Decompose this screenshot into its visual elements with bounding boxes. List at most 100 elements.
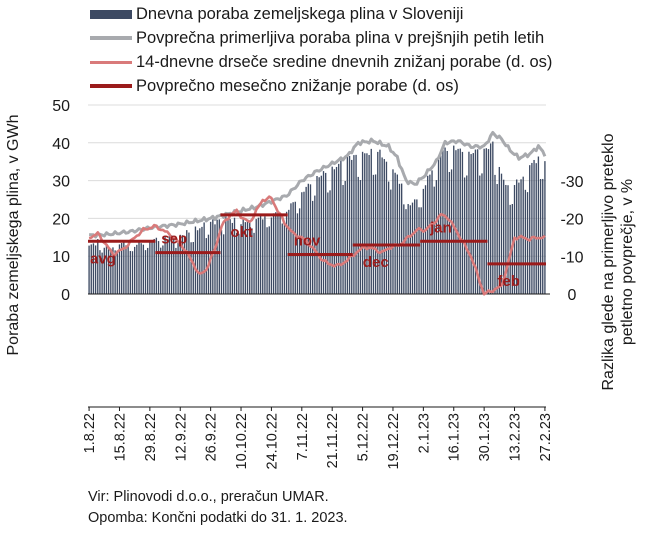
consumption-bar [385,161,388,294]
consumption-bar [466,175,468,294]
consumption-bar [481,173,483,294]
consumption-bar [277,212,279,294]
consumption-bar [131,251,134,294]
legend-label: 14-dnevne drseče sredine dnevnih znižanj… [136,53,553,71]
consumption-bar [222,234,225,294]
consumption-bar [407,204,409,294]
right-axis-title-line1: Razlika glede na primerljivo preteklo [600,133,617,391]
consumption-bar [314,195,316,294]
consumption-bar [168,235,171,294]
consumption-bar [129,250,131,294]
consumption-bar [409,205,412,294]
legend-item-five-year-average: Povprečna primerljiva poraba plina v pre… [90,26,552,50]
legend-item-moving-average: 14-dnevne drseče sredine dnevnih znižanj… [90,50,552,74]
consumption-bar [251,228,253,294]
x-axis-tick-label: 10.10.22 [234,413,250,469]
consumption-bar [472,153,474,294]
consumption-bar [483,148,485,294]
left-axis-tick-label: 50 [52,98,70,115]
consumption-bar [522,176,524,294]
consumption-bar [170,235,173,294]
consumption-bar [398,183,401,294]
consumption-bar [249,220,251,294]
consumption-bar [318,177,320,294]
consumption-bar [218,219,220,294]
consumption-bar [179,234,181,294]
consumption-bar [359,180,362,294]
consumption-bar [140,243,142,294]
consumption-bar [238,233,240,294]
left-axis-tick-label: 0 [61,287,70,304]
consumption-bar [500,173,503,294]
consumption-bar [173,236,175,294]
consumption-bar [320,175,323,294]
consumption-bar [94,245,97,294]
consumption-bar [361,151,364,294]
consumption-bar [544,161,546,294]
x-axis-tick-label: 21.11.22 [325,413,341,468]
consumption-bar [229,219,231,294]
consumption-bar [496,184,498,294]
consumption-bar [479,175,481,294]
left-axis-title-text: Poraba zemeljskega plina, v GWh [5,114,22,356]
consumption-bar [125,245,127,294]
consumption-bar [392,169,394,294]
month-label: jan [429,219,452,236]
legend: Dnevna poraba zemeljskega plina v Sloven… [90,2,552,98]
consumption-bar [92,243,95,294]
month-label: dec [363,254,389,271]
consumption-bar [516,179,518,294]
consumption-bar [503,179,505,294]
consumption-bar [259,214,262,294]
consumption-bar [344,181,346,294]
consumption-bar [127,245,129,294]
consumption-bar [246,221,249,294]
consumption-bar [405,209,407,294]
consumption-bar [183,235,186,294]
consumption-bar [529,165,531,294]
consumption-bar [203,222,205,294]
consumption-bar [244,222,247,294]
x-axis-tick-label: 12.9.22 [173,413,189,461]
consumption-bar [414,199,416,294]
consumption-bar [225,216,227,294]
source-line: Vir: Plinovodi d.o.o., preračun UMAR. [88,489,329,505]
consumption-bar [301,192,303,294]
consumption-bar [138,241,140,294]
consumption-bar [242,218,244,294]
x-axis-tick-label: 27.2.23 [538,413,554,461]
legend-swatch-bars [90,9,132,19]
right-axis-title-line2: petletno povprečje, v % [619,178,636,346]
consumption-bar [374,174,377,294]
consumption-bar [390,189,392,294]
consumption-bar [160,247,162,294]
consumption-bar [455,150,457,294]
right-axis-tick-label: 0 [568,287,577,304]
consumption-bar [440,155,442,294]
consumption-bar [110,248,112,294]
consumption-bar [333,169,336,294]
consumption-bar [220,230,223,294]
x-axis-tick-label: 5.12.22 [356,413,372,461]
consumption-bar [348,155,351,294]
consumption-bar [437,159,440,294]
consumption-bar [175,247,177,294]
consumption-bar [97,239,99,294]
consumption-bar [181,235,184,294]
consumption-bar [283,223,286,294]
consumption-bar [216,219,218,294]
consumption-bar [468,151,470,294]
month-label: nov [294,232,321,249]
consumption-bar [346,156,349,294]
consumption-bar [383,159,385,294]
consumption-bar [227,218,229,294]
consumption-bar [149,242,151,294]
x-axis-tick-label: 2.1.23 [416,413,432,453]
consumption-bar [507,185,509,294]
consumption-bar [329,190,331,294]
consumption-bar [453,145,455,294]
legend-swatch-red-line [90,60,132,64]
consumption-bar [103,247,105,294]
consumption-bar [325,172,327,294]
consumption-bar [107,248,110,294]
